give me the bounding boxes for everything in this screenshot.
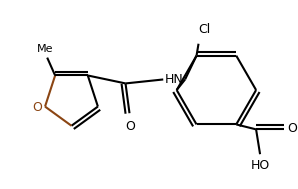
Text: O: O (125, 120, 135, 133)
Text: Cl: Cl (198, 23, 211, 36)
Text: O: O (287, 122, 297, 135)
Text: HO: HO (250, 159, 270, 172)
Text: HN: HN (165, 73, 184, 86)
Text: O: O (32, 101, 42, 114)
Text: Me: Me (37, 44, 53, 54)
